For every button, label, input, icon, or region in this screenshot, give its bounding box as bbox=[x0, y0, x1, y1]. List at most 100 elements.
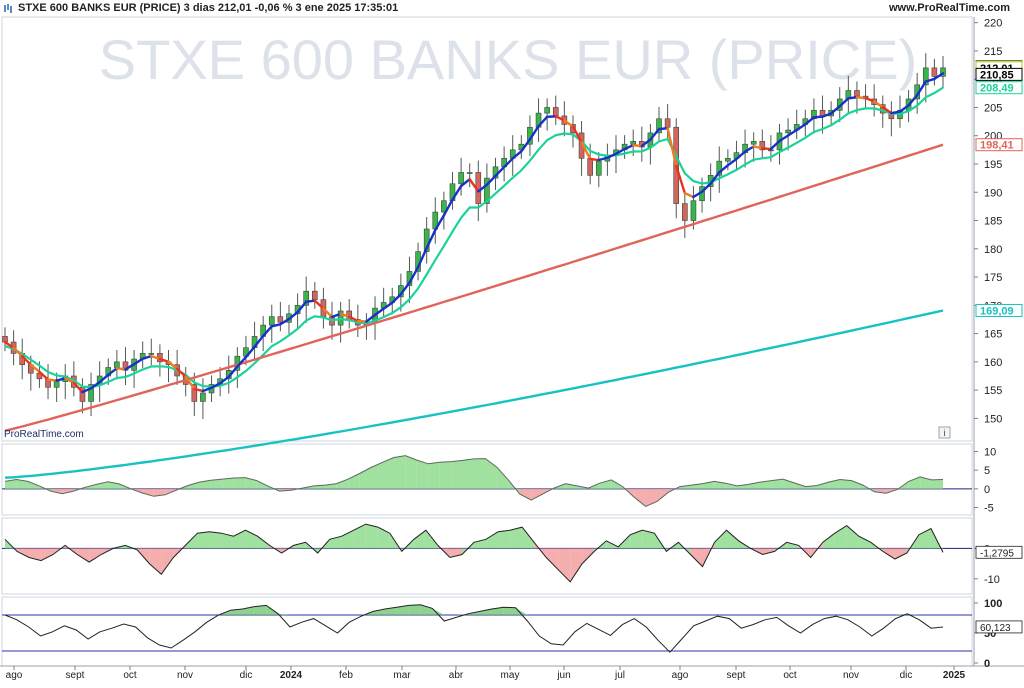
trend-line-segment bbox=[754, 146, 763, 148]
candle bbox=[545, 107, 550, 113]
x-tick-label: dic bbox=[240, 670, 253, 681]
instrument-header: STXE 600 BANKS EUR (PRICE) 3 dias 212,01… bbox=[18, 2, 398, 14]
histogram-area bbox=[222, 478, 233, 489]
candle bbox=[631, 141, 636, 144]
histogram-area bbox=[932, 480, 943, 489]
price-badge-label: 208,49 bbox=[980, 83, 1014, 95]
candle bbox=[312, 291, 317, 299]
y-tick-label: 10 bbox=[984, 446, 996, 458]
candle bbox=[751, 141, 756, 144]
trend-line-segment bbox=[358, 321, 367, 322]
x-tick-label: feb bbox=[339, 670, 353, 681]
candle bbox=[691, 201, 696, 221]
y-tick-label: -5 bbox=[984, 503, 994, 515]
site-url[interactable]: www.ProRealTime.com bbox=[889, 2, 1010, 14]
x-tick-label: nov bbox=[843, 670, 859, 681]
histogram-area bbox=[366, 524, 378, 548]
x-tick-label: dic bbox=[900, 670, 913, 681]
trend-line-segment bbox=[659, 128, 668, 129]
x-tick-label: sept bbox=[66, 670, 85, 681]
candle bbox=[553, 107, 558, 115]
chart-type-icon bbox=[3, 3, 14, 14]
candle bbox=[114, 362, 119, 368]
trend-line-segment bbox=[117, 368, 126, 369]
price-badge-label: 169,09 bbox=[980, 305, 1014, 317]
y-tick-label: 5 bbox=[984, 465, 990, 477]
histogram-area bbox=[417, 460, 428, 489]
histogram-area bbox=[197, 532, 209, 549]
trend-line-segment bbox=[848, 97, 857, 98]
x-tick-label: may bbox=[501, 670, 520, 681]
x-tick-label: mar bbox=[393, 670, 411, 681]
x-tick-label: sept bbox=[727, 670, 746, 681]
trend-line-segment bbox=[762, 148, 771, 149]
candle bbox=[854, 90, 859, 96]
histogram-area bbox=[394, 456, 405, 489]
candle bbox=[200, 393, 205, 401]
histogram-area bbox=[209, 532, 221, 549]
x-tick-label: jun bbox=[556, 670, 570, 681]
histogram-area bbox=[498, 530, 510, 548]
last-value-label: -1,2795 bbox=[980, 548, 1014, 559]
y-tick-label: -10 bbox=[984, 574, 1000, 586]
candle bbox=[278, 317, 283, 323]
overbought-area bbox=[504, 607, 516, 615]
candle bbox=[149, 353, 154, 354]
y-tick-label: 220 bbox=[984, 18, 1002, 30]
histogram-area bbox=[463, 459, 474, 489]
candle bbox=[54, 382, 59, 388]
y-tick-label: 0 bbox=[984, 658, 990, 670]
x-tick-label: ago bbox=[6, 670, 23, 681]
y-tick-label: 190 bbox=[984, 187, 1002, 199]
trend-line-segment bbox=[891, 112, 900, 113]
x-tick-label: nov bbox=[177, 670, 193, 681]
candle bbox=[725, 158, 730, 161]
histogram-area bbox=[382, 457, 393, 488]
trend-line-segment bbox=[633, 145, 642, 146]
x-tick-label: oct bbox=[123, 670, 137, 681]
candle bbox=[588, 158, 593, 175]
candle bbox=[467, 172, 472, 173]
trend-line-segment bbox=[306, 301, 315, 302]
histogram-area bbox=[474, 459, 485, 489]
candle bbox=[596, 161, 601, 175]
histogram-area bbox=[428, 462, 439, 489]
y-tick-label: 165 bbox=[984, 329, 1002, 341]
y-tick-label: 180 bbox=[984, 244, 1002, 256]
histogram-area bbox=[510, 527, 522, 548]
last-value-label: 60,123 bbox=[980, 623, 1011, 634]
x-tick-label: ago bbox=[672, 670, 689, 681]
copyright-label: ProRealTime.com bbox=[4, 429, 84, 440]
histogram-area bbox=[440, 462, 451, 489]
price-badge-label: 198,41 bbox=[980, 140, 1014, 152]
histogram-area bbox=[234, 478, 245, 489]
histogram-area bbox=[451, 460, 462, 488]
price-badge-label: 210,85 bbox=[980, 69, 1014, 81]
histogram-area bbox=[405, 456, 416, 489]
y-tick-label: 160 bbox=[984, 357, 1002, 369]
trend-line-segment bbox=[48, 380, 57, 381]
x-tick-label: 2024 bbox=[280, 670, 303, 681]
x-tick-label: abr bbox=[449, 670, 464, 681]
candle bbox=[269, 317, 274, 325]
y-tick-label: 155 bbox=[984, 385, 1002, 397]
trend-line-segment bbox=[857, 97, 866, 98]
trend-line-segment bbox=[814, 117, 823, 118]
overbought-area bbox=[409, 605, 421, 615]
y-tick-label: 150 bbox=[984, 413, 1002, 425]
y-tick-label: 205 bbox=[984, 102, 1002, 114]
y-tick-label: 185 bbox=[984, 216, 1002, 228]
y-tick-label: 195 bbox=[984, 159, 1002, 171]
trend-line-segment bbox=[590, 159, 599, 160]
candle bbox=[682, 204, 687, 221]
candle bbox=[932, 68, 937, 76]
x-tick-label: 2025 bbox=[943, 670, 966, 681]
x-tick-label: oct bbox=[783, 670, 797, 681]
histogram-area bbox=[211, 479, 222, 489]
y-tick-label: 175 bbox=[984, 272, 1002, 284]
candle bbox=[459, 172, 464, 183]
candle bbox=[786, 130, 791, 133]
